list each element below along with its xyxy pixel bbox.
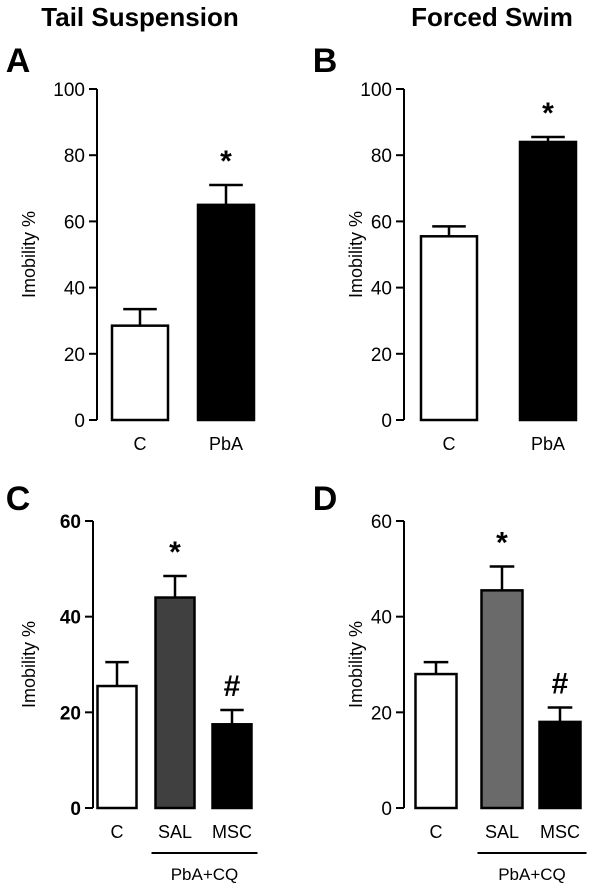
y-tick-label: 0 <box>70 799 81 820</box>
y-tick-label: 20 <box>371 345 392 366</box>
group-label: PbA+CQ <box>171 865 239 884</box>
bar-c <box>110 324 170 422</box>
panel-d: D 0 20 40 60 Imobility % C * SAL # MSC PbA+CQ <box>313 480 587 884</box>
y-tick-label: 100 <box>53 80 85 101</box>
y-tick-label: 0 <box>74 411 85 432</box>
x-category-label: MSC <box>540 822 580 842</box>
significance-marker: * <box>169 536 181 569</box>
y-tick-label: 40 <box>371 279 392 300</box>
bar-msc <box>211 723 253 810</box>
x-category-label: C <box>430 822 443 842</box>
panel-title: Forced Swim <box>411 2 573 32</box>
x-category-label: SAL <box>158 822 192 842</box>
y-tick-label: 80 <box>371 146 392 167</box>
y-tick-label: 60 <box>64 212 85 233</box>
panel-b: Forced Swim B 0 20 40 60 80 100 Imobility % C * PbA <box>313 2 578 454</box>
bar-c <box>419 235 479 422</box>
y-tick-label: 20 <box>60 703 81 724</box>
bar-msc <box>538 720 582 810</box>
bar-c <box>414 672 458 810</box>
y-tick-label: 100 <box>360 80 392 101</box>
y-axis-label: Imobility % <box>19 211 39 298</box>
y-tick-label: 20 <box>64 345 85 366</box>
panel-letter: D <box>313 480 338 518</box>
bar-pba <box>196 203 256 422</box>
bar-sal <box>154 596 196 810</box>
panel-c: C 0 20 40 60 Imobility % C * SAL # MSC PbA+CQ <box>6 480 258 884</box>
significance-marker: * <box>496 526 508 559</box>
y-tick-label: 60 <box>60 512 81 533</box>
bar-pba <box>518 140 578 422</box>
x-category-label: C <box>134 434 147 454</box>
group-label: PbA+CQ <box>498 865 566 884</box>
panel-title: Tail Suspension <box>41 2 238 32</box>
y-axis-label: Imobility % <box>19 621 39 708</box>
panel-letter: A <box>6 42 31 80</box>
significance-marker: * <box>542 97 554 130</box>
y-tick-label: 0 <box>381 799 392 820</box>
y-tick-label: 40 <box>64 279 85 300</box>
y-tick-label: 60 <box>371 512 392 533</box>
y-tick-label: 20 <box>371 703 392 724</box>
x-category-label: MSC <box>212 822 252 842</box>
x-category-label: PbA <box>531 434 565 454</box>
panel-a: Tail Suspension A 0 20 40 60 80 100 Imobility % C… <box>6 2 256 454</box>
bar-sal <box>480 589 524 810</box>
y-tick-label: 0 <box>381 411 392 432</box>
x-category-label: C <box>111 822 124 842</box>
significance-marker: # <box>552 668 569 701</box>
x-category-label: C <box>443 434 456 454</box>
x-category-label: SAL <box>485 822 519 842</box>
panel-letter: C <box>6 480 31 518</box>
y-tick-label: 80 <box>64 146 85 167</box>
y-axis-label: Imobility % <box>346 621 366 708</box>
panel-letter: B <box>313 42 338 80</box>
y-tick-label: 60 <box>371 212 392 233</box>
y-tick-label: 40 <box>60 608 81 629</box>
bar-c <box>96 684 138 810</box>
y-axis-label: Imobility % <box>346 211 366 298</box>
significance-marker: # <box>224 670 241 703</box>
significance-marker: * <box>220 145 232 178</box>
x-category-label: PbA <box>209 434 243 454</box>
y-tick-label: 40 <box>371 608 392 629</box>
